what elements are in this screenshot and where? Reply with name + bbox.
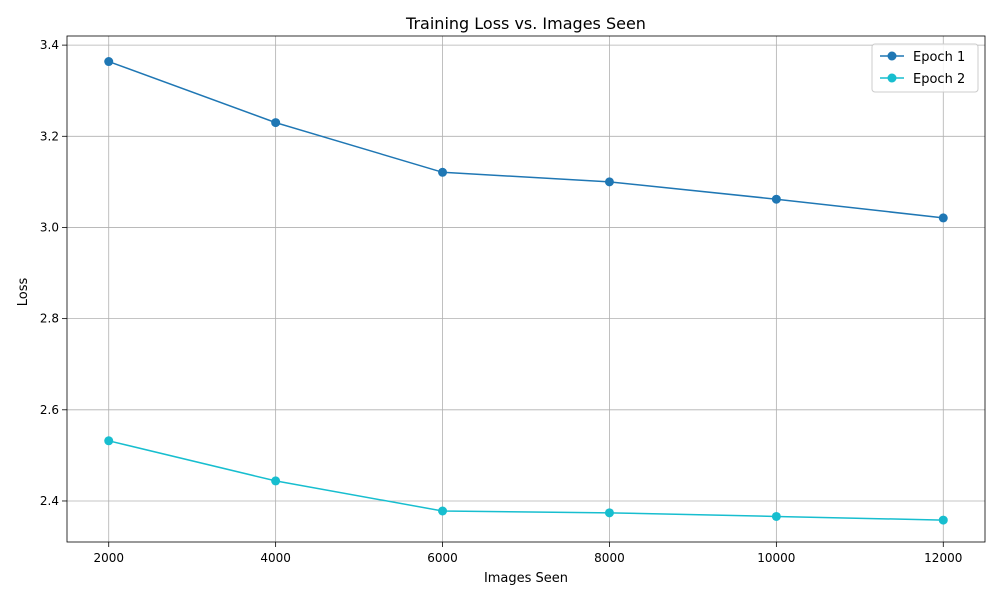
legend-label-epoch-1: Epoch 1 xyxy=(913,50,965,65)
data-point-epoch-1 xyxy=(271,118,281,128)
x-tick-label: 8000 xyxy=(594,551,625,565)
plot-frame xyxy=(66,35,986,543)
y-tick-label: 2.6 xyxy=(40,403,59,417)
x-axis-label: Images Seen xyxy=(484,571,568,586)
data-point-epoch-1 xyxy=(938,213,948,223)
data-point-epoch-2 xyxy=(438,506,448,516)
ticks-layer: 2000 4000 6000 8000 10000 12000 2.4 2.6 2.8 3.0 3.… xyxy=(40,38,962,565)
x-tick-label: 10000 xyxy=(757,551,795,565)
legend-entry-epoch-2: Epoch 2 xyxy=(880,72,965,87)
legend-entry-epoch-1: Epoch 1 xyxy=(880,50,965,65)
grid-layer xyxy=(67,36,985,542)
y-tick-label: 3.0 xyxy=(40,220,59,234)
series-layer xyxy=(104,57,948,525)
data-point-epoch-1 xyxy=(104,57,114,67)
y-tick-label: 3.2 xyxy=(40,129,59,143)
x-tick-label: 4000 xyxy=(260,551,291,565)
x-tick-label: 2000 xyxy=(93,551,124,565)
legend-marker-epoch-2 xyxy=(887,73,897,83)
y-tick-label: 2.4 xyxy=(40,494,59,508)
data-point-epoch-2 xyxy=(104,436,114,446)
series-line-epoch-2 xyxy=(108,440,944,521)
series-line-epoch-1 xyxy=(108,60,944,219)
data-point-epoch-1 xyxy=(438,167,448,177)
x-tick-label: 12000 xyxy=(924,551,962,565)
x-tick-label: 6000 xyxy=(427,551,458,565)
data-point-epoch-1 xyxy=(771,194,781,204)
y-tick-label: 2.8 xyxy=(40,312,59,326)
data-point-epoch-2 xyxy=(271,476,281,486)
data-point-epoch-1 xyxy=(604,177,614,187)
data-point-epoch-2 xyxy=(938,515,948,525)
legend-marker-epoch-1 xyxy=(887,51,897,61)
legend-label-epoch-2: Epoch 2 xyxy=(913,72,965,87)
y-tick-label: 3.4 xyxy=(40,38,59,52)
y-axis-label: Loss xyxy=(16,278,31,307)
axes-layer xyxy=(66,35,986,543)
chart-title: Training Loss vs. Images Seen xyxy=(405,14,646,33)
data-point-epoch-2 xyxy=(604,508,614,518)
data-point-epoch-2 xyxy=(771,511,781,521)
legend: Epoch 1 Epoch 2 xyxy=(871,43,979,93)
